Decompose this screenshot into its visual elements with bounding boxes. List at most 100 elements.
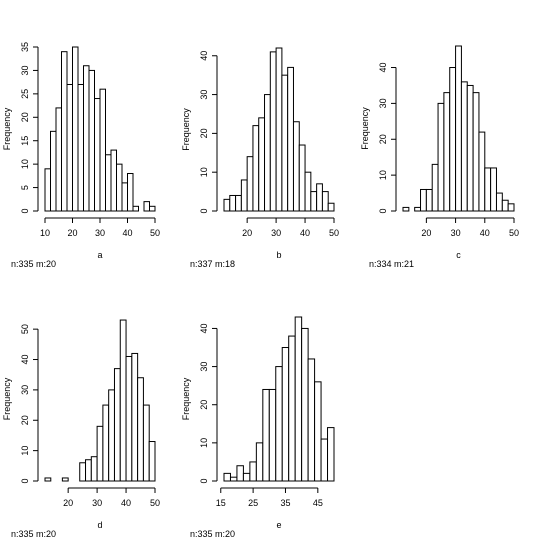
histogram-bar — [116, 163, 123, 212]
histogram-bar — [142, 404, 150, 482]
x-axis-label: c — [456, 250, 461, 260]
x-tick-label: 30 — [92, 498, 102, 508]
y-tick-label: 10 — [199, 438, 209, 448]
histogram-b: 20 30 40 50 0 10 20 30 40 Frequency b n:337 m:18 — [181, 47, 339, 269]
histogram-bar — [255, 442, 264, 482]
histogram-bar — [242, 472, 251, 482]
x-tick-label: 30 — [451, 228, 461, 238]
histogram-bar — [132, 205, 139, 212]
histogram-bar — [105, 154, 112, 212]
y-axis-label: Frequency — [2, 107, 12, 150]
histogram-bar — [148, 441, 156, 482]
y-tick-label: 20 — [199, 400, 209, 410]
histogram-bar — [437, 102, 445, 212]
x-tick-label: 20 — [421, 228, 431, 238]
y-tick-label: 10 — [20, 159, 30, 169]
y-tick-label: 5 — [20, 185, 30, 190]
histogram-bar — [258, 117, 266, 212]
sample-note: n:334 m:21 — [369, 259, 414, 269]
histogram-bar — [223, 472, 231, 482]
histogram-bar — [143, 201, 150, 212]
histogram-bar — [113, 368, 121, 482]
histogram-bar — [99, 88, 106, 212]
histogram-bar — [131, 352, 139, 482]
y-axis-label: Frequency — [360, 107, 370, 150]
x-axis-label: d — [97, 520, 102, 530]
histogram-bar — [402, 206, 410, 212]
histogram-bar — [420, 188, 427, 212]
histogram-bar — [275, 47, 283, 212]
y-axis-label: Frequency — [2, 377, 12, 420]
histogram-bar — [455, 45, 462, 212]
histogram-bar — [478, 131, 486, 212]
y-tick-label: 0 — [20, 478, 30, 483]
x-tick-label: 35 — [280, 498, 290, 508]
y-tick-label: 0 — [20, 208, 30, 213]
histogram-bar — [121, 182, 128, 212]
histogram-bar — [316, 183, 323, 212]
histogram-bar — [466, 84, 474, 212]
histogram-bar — [223, 198, 231, 212]
histogram-bar — [137, 377, 144, 482]
x-tick-label: 40 — [121, 498, 131, 508]
sample-note: n:335 m:20 — [11, 259, 56, 269]
histogram-bar — [321, 191, 329, 212]
y-axis-label: Frequency — [181, 108, 191, 151]
histogram-bar — [249, 461, 257, 482]
histogram-bar — [50, 130, 57, 212]
x-tick-label: 50 — [329, 228, 339, 238]
x-tick-label: 50 — [150, 228, 160, 238]
histogram-bar — [44, 477, 52, 482]
x-tick-label: 40 — [300, 228, 310, 238]
histogram-bar — [307, 358, 316, 482]
histogram-bar — [61, 477, 69, 482]
y-tick-label: 20 — [378, 134, 388, 144]
y-axis-label: Frequency — [181, 377, 191, 420]
y-tick-label: 20 — [20, 415, 30, 425]
histogram-bar — [443, 92, 451, 212]
y-tick-label: 40 — [20, 355, 30, 365]
histogram-bar — [281, 74, 289, 212]
y-tick-label: 10 — [378, 170, 388, 180]
histogram-bar — [298, 144, 306, 212]
histogram-bar — [288, 335, 296, 482]
histogram-bar — [501, 199, 509, 212]
x-tick-label: 20 — [67, 228, 77, 238]
histogram-bar — [96, 425, 104, 482]
histogram-bar — [110, 149, 117, 212]
histogram-bar — [72, 46, 79, 212]
histogram-bar — [268, 388, 277, 482]
histogram-bar — [252, 125, 260, 212]
histogram-bar — [294, 316, 303, 482]
histogram-bar — [304, 171, 312, 212]
histogram-bar — [269, 51, 277, 212]
y-tick-label: 25 — [20, 89, 30, 99]
histogram-bar — [119, 319, 127, 482]
histogram-bar — [460, 81, 468, 212]
histogram-bar — [55, 107, 62, 212]
y-tick-label: 0 — [199, 208, 209, 213]
x-tick-label: 50 — [150, 498, 160, 508]
histogram-bar — [431, 163, 439, 212]
histogram-bar — [236, 465, 244, 482]
histogram-bar — [292, 121, 300, 212]
histogram-bar — [229, 194, 237, 212]
x-axis-label: b — [276, 250, 281, 260]
sample-note: n:337 m:18 — [190, 259, 235, 269]
x-tick-label: 45 — [313, 498, 323, 508]
histogram-bar — [94, 98, 101, 212]
histogram-bar — [83, 65, 90, 212]
y-tick-label: 30 — [378, 98, 388, 108]
histogram-bar — [262, 388, 270, 482]
histogram-bar — [125, 355, 133, 482]
sample-note: n:335 m:20 — [190, 529, 235, 539]
histogram-bar — [472, 92, 480, 212]
x-tick-label: 50 — [509, 228, 519, 238]
x-tick-label: 25 — [248, 498, 258, 508]
y-tick-label: 0 — [378, 208, 388, 213]
x-tick-label: 20 — [63, 498, 73, 508]
histogram-bar — [301, 327, 309, 482]
histogram-bar — [85, 459, 92, 482]
histogram-bar — [314, 381, 322, 482]
histogram-c: 20 30 40 50 0 10 20 30 40 Frequency c n:334 m:21 — [360, 45, 519, 269]
